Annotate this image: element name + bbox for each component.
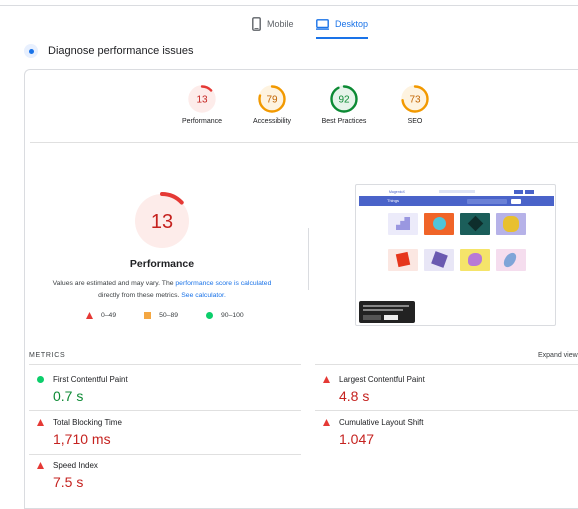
gauge-arc [330,85,358,113]
triangle-icon [37,462,44,469]
big-gauge-arc [133,192,191,250]
metric-value: 4.8 s [339,388,370,404]
section-divider [30,142,578,143]
note-text-1: Values are estimated and may vary. The [52,280,176,287]
legend-poor: 0–49 [86,312,116,319]
metric-name: Speed Index [53,461,98,470]
gauge-score: 73 [409,95,421,106]
thumbnail-brand: MagentoX [389,190,405,194]
gauge-best-practices[interactable]: 92 Best Practices [314,84,374,125]
gauge-arc [258,85,286,113]
tab-mobile[interactable]: Mobile [252,11,294,37]
see-calculator-link[interactable]: See calculator. [181,292,226,299]
legend-range: 90–100 [221,312,244,319]
gauge-seo[interactable]: 73 SEO [385,84,445,125]
note-text-2: directly from these metrics. [98,292,182,299]
thumbnail-product-grid [388,213,528,283]
gauge-label: Best Practices [321,118,367,125]
metric-name: Cumulative Layout Shift [339,418,424,427]
gauge-ring: 13 [188,85,216,113]
legend-good: 90–100 [206,312,244,319]
score-calculated-link[interactable]: performance score is calculated [175,280,272,287]
triangle-icon [86,312,93,319]
performance-note: Values are estimated and may vary. The p… [40,278,284,302]
metrics-divider [29,364,301,365]
legend-average: 50–89 [144,312,178,319]
thumbnail-hero: Things [359,196,554,206]
metric-name: Total Blocking Time [53,418,122,427]
tab-mobile-label: Mobile [267,19,294,29]
gauge-ring: 92 [330,85,358,113]
square-icon [144,312,152,319]
product-thumb [388,213,418,235]
product-thumb [460,213,490,235]
metric-value: 1,710 ms [53,431,111,447]
diagnose-icon [24,44,38,58]
gauge-score: 13 [196,95,208,106]
legend-range: 0–49 [101,312,117,319]
gauge-score: 92 [338,95,350,106]
gauge-score: 79 [266,95,278,106]
page-screenshot-thumbnail[interactable]: MagentoX Things [355,184,556,326]
score-legend: 0–49 50–89 90–100 [86,312,276,319]
metrics-divider [315,364,578,365]
metric-value: 7.5 s [53,474,84,490]
metric-name: First Contentful Paint [53,375,128,384]
triangle-icon [323,419,330,426]
gauge-label: Accessibility [252,118,292,125]
vertical-divider [308,228,309,290]
performance-title: Performance [129,258,195,270]
gauge-label: SEO [407,118,423,125]
tab-desktop[interactable]: Desktop [316,11,369,39]
big-gauge-fill [135,194,189,248]
category-gauges: 13 Performance 79 Accessibility 92 Best … [180,84,450,134]
metric-value: 1.047 [339,431,375,447]
circle-icon [37,376,44,383]
legend-range: 50–89 [159,312,179,319]
diagnose-header: Diagnose performance issues [24,44,194,58]
gauge-arc [401,85,429,113]
expand-view-toggle[interactable]: Expand view [538,352,578,359]
thumbnail-navbar: MagentoX [359,188,554,196]
triangle-icon [323,376,330,383]
metrics-divider [29,410,301,411]
top-divider [0,5,578,6]
diagnose-title: Diagnose performance issues [48,45,194,57]
product-thumb [388,249,418,271]
gauge-arc [188,85,216,113]
metrics-heading: METRICS [29,352,66,359]
product-thumb [460,249,490,271]
metrics-divider [29,454,301,455]
device-tabs: Mobile Desktop [0,11,578,39]
thumbnail-cookie-toast [359,301,415,323]
performance-big-gauge: 13 [133,192,191,250]
gauge-label: Performance [181,118,223,125]
tab-desktop-label: Desktop [335,19,369,29]
product-thumb [496,249,526,271]
product-thumb [424,213,454,235]
desktop-monitor-icon [316,18,329,30]
triangle-icon [37,419,44,426]
metric-value: 0.7 s [53,388,84,404]
gauge-ring: 73 [401,85,429,113]
metric-name: Largest Contentful Paint [339,375,425,384]
circle-icon [206,312,214,319]
thumbnail-hero-title: Things [387,198,400,203]
gauge-ring: 79 [258,85,286,113]
product-thumb [424,249,454,271]
gauge-accessibility[interactable]: 79 Accessibility [242,84,302,125]
metrics-divider [315,410,578,411]
big-gauge-score: 13 [151,211,173,233]
mobile-phone-icon [252,17,261,31]
gauge-performance[interactable]: 13 Performance [172,84,232,125]
product-thumb [496,213,526,235]
